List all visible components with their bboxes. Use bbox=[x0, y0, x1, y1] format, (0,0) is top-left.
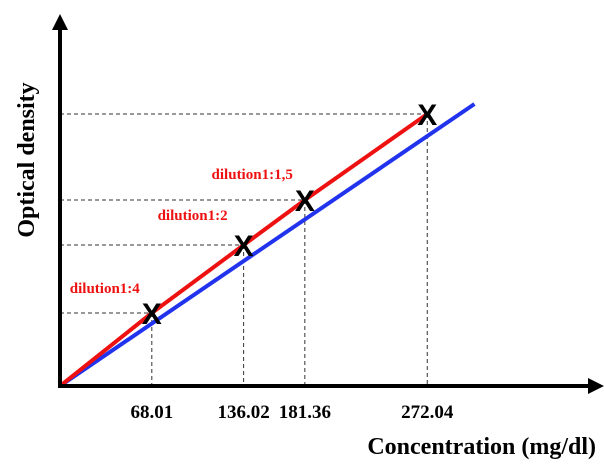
point-annotation: dilution1:2 bbox=[158, 208, 228, 224]
point-annotations: dilution1:4 dilution1:2 dilution1:1,5 bbox=[70, 167, 293, 297]
x-tick-label: 136.02 bbox=[218, 402, 270, 423]
point-marker: X bbox=[234, 230, 254, 263]
series-line-0 bbox=[58, 102, 476, 388]
point-marker: X bbox=[295, 185, 315, 218]
x-axis-label: Concentration (mg/dl) bbox=[367, 434, 596, 460]
series-lines bbox=[58, 102, 476, 388]
point-marker: X bbox=[142, 298, 162, 331]
x-tick-label: 181.36 bbox=[279, 402, 331, 423]
y-axis-label: Optical density bbox=[14, 82, 40, 237]
series-line-1 bbox=[58, 112, 429, 388]
x-tick-label: 68.01 bbox=[130, 402, 173, 423]
point-annotation: dilution1:1,5 bbox=[212, 167, 293, 183]
guide-lines bbox=[60, 113, 428, 386]
x-tick-label: 272.04 bbox=[401, 402, 454, 423]
data-point-markers: X X X X bbox=[142, 99, 437, 331]
x-tick-labels: 68.01 136.02 181.36 272.04 bbox=[130, 402, 453, 423]
point-annotation: dilution1:4 bbox=[70, 281, 141, 297]
point-marker: X bbox=[417, 99, 437, 132]
